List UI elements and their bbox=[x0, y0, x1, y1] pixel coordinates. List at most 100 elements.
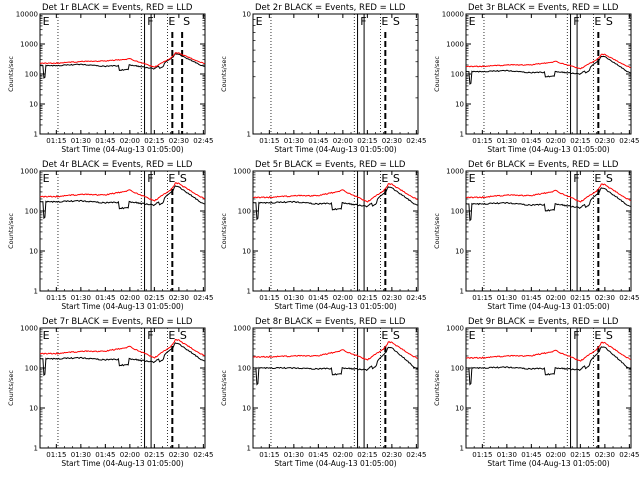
y-tick-label: 10 bbox=[242, 405, 251, 413]
x-tick-label: 02:15 bbox=[570, 137, 590, 145]
lld-series-line bbox=[252, 341, 418, 361]
x-tick-label: 01:45 bbox=[95, 451, 115, 459]
flag-annotation: E bbox=[469, 15, 476, 28]
flag-annotation: F bbox=[147, 329, 153, 342]
x-tick-label: 01:45 bbox=[308, 294, 328, 302]
panel-title: Det 6r BLACK = Events, RED = LLD bbox=[468, 160, 619, 170]
x-tick-label: 01:45 bbox=[308, 451, 328, 459]
lld-series-line bbox=[252, 183, 418, 203]
x-tick-label: 02:45 bbox=[193, 137, 213, 145]
y-tick-label: 100 bbox=[25, 365, 38, 373]
x-axis-label: Start Time (04-Aug-13 01:05:00) bbox=[61, 302, 183, 311]
x-tick-label: 02:45 bbox=[619, 137, 639, 145]
x-tick-label: 01:15 bbox=[259, 294, 279, 302]
y-axis-label: Counts/sec bbox=[7, 370, 15, 406]
y-tick-label: 10000 bbox=[442, 11, 464, 19]
flag-annotation: E bbox=[168, 172, 175, 185]
flag-annotation: S bbox=[393, 15, 400, 28]
y-tick-label: 10 bbox=[455, 405, 464, 413]
y-tick-label: 100 bbox=[238, 365, 251, 373]
y-tick-label: 100 bbox=[451, 365, 464, 373]
x-tick-label: 01:15 bbox=[46, 137, 66, 145]
panel-title: Det 4r BLACK = Events, RED = LLD bbox=[42, 160, 193, 170]
panel-title: Det 3r BLACK = Events, RED = LLD bbox=[468, 3, 619, 13]
y-tick-label: 1000 bbox=[446, 168, 464, 176]
events-series-line bbox=[39, 53, 205, 79]
detector-panel: Det 4r BLACK = Events, RED = LLD 1 10 100 10… bbox=[7, 160, 213, 311]
x-tick-label: 02:15 bbox=[570, 451, 590, 459]
y-tick-label: 10 bbox=[242, 11, 251, 19]
x-tick-label: 01:30 bbox=[497, 294, 517, 302]
y-tick-label: 1000 bbox=[446, 325, 464, 333]
detector-panel: Det 5r BLACK = Events, RED = LLD 1 10 100 10… bbox=[220, 160, 426, 311]
y-tick-label: 10000 bbox=[16, 11, 38, 19]
x-tick-label: 01:30 bbox=[284, 451, 304, 459]
detector-panel: Det 7r BLACK = Events, RED = LLD 1 10 100 10… bbox=[7, 317, 213, 468]
y-tick-label: 1000 bbox=[20, 325, 38, 333]
flag-annotation: S bbox=[180, 172, 187, 185]
y-axis-label: Counts/sec bbox=[220, 56, 228, 92]
y-tick-label: 1 bbox=[460, 131, 464, 139]
x-tick-label: 02:15 bbox=[357, 451, 377, 459]
flag-annotation: E bbox=[594, 172, 601, 185]
flag-annotation: E bbox=[168, 329, 175, 342]
x-tick-label: 02:45 bbox=[619, 451, 639, 459]
y-axis-label: Counts/sec bbox=[220, 213, 228, 249]
flag-annotation: E bbox=[43, 15, 50, 28]
flag-annotation: E bbox=[168, 15, 175, 28]
y-axis-label: Counts/sec bbox=[220, 370, 228, 406]
y-tick-label: 1000 bbox=[446, 41, 464, 49]
plot-frame bbox=[252, 13, 419, 135]
y-tick-label: 1000 bbox=[20, 168, 38, 176]
x-tick-label: 02:00 bbox=[333, 451, 353, 459]
x-tick-label: 02:30 bbox=[382, 294, 402, 302]
y-tick-label: 1 bbox=[460, 288, 464, 296]
x-tick-label: 02:30 bbox=[382, 137, 402, 145]
x-tick-label: 01:45 bbox=[308, 137, 328, 145]
lld-series-line bbox=[39, 182, 205, 202]
x-tick-label: 02:15 bbox=[357, 137, 377, 145]
x-axis-label: Start Time (04-Aug-13 01:05:00) bbox=[487, 145, 609, 154]
events-series-line bbox=[39, 185, 205, 220]
x-tick-label: 02:45 bbox=[193, 294, 213, 302]
x-axis-label: Start Time (04-Aug-13 01:05:00) bbox=[61, 459, 183, 468]
detector-panel: Det 8r BLACK = Events, RED = LLD 1 10 100 10… bbox=[220, 317, 426, 468]
x-tick-label: 02:45 bbox=[193, 451, 213, 459]
x-tick-label: 01:15 bbox=[472, 294, 492, 302]
x-tick-label: 02:00 bbox=[546, 137, 566, 145]
x-tick-label: 02:00 bbox=[120, 451, 140, 459]
x-axis-label: Start Time (04-Aug-13 01:05:00) bbox=[61, 145, 183, 154]
panel-title: Det 5r BLACK = Events, RED = LLD bbox=[255, 160, 406, 170]
flag-annotation: E bbox=[381, 15, 388, 28]
y-tick-label: 1 bbox=[34, 288, 38, 296]
x-tick-label: 01:30 bbox=[284, 137, 304, 145]
y-tick-label: 100 bbox=[25, 208, 38, 216]
y-tick-label: 10 bbox=[242, 248, 251, 256]
x-tick-label: 02:30 bbox=[169, 451, 189, 459]
panel-title: Det 8r BLACK = Events, RED = LLD bbox=[255, 317, 406, 327]
flag-annotation: S bbox=[606, 329, 613, 342]
y-tick-label: 100 bbox=[25, 71, 38, 79]
y-tick-label: 10 bbox=[29, 405, 38, 413]
y-tick-label: 100 bbox=[451, 71, 464, 79]
y-axis-label: Counts/sec bbox=[433, 213, 441, 249]
x-tick-label: 02:15 bbox=[144, 137, 164, 145]
x-tick-label: 02:45 bbox=[406, 451, 426, 459]
x-tick-label: 01:30 bbox=[71, 294, 91, 302]
y-axis-label: Counts/sec bbox=[7, 213, 15, 249]
x-tick-label: 02:30 bbox=[169, 137, 189, 145]
detector-panel: Det 6r BLACK = Events, RED = LLD 1 10 100 10… bbox=[433, 160, 639, 311]
events-series-line bbox=[39, 342, 205, 377]
plot-frame bbox=[465, 170, 632, 292]
flag-annotation: S bbox=[183, 15, 190, 28]
y-tick-label: 10 bbox=[29, 248, 38, 256]
x-tick-label: 02:00 bbox=[120, 137, 140, 145]
x-tick-label: 01:15 bbox=[46, 451, 66, 459]
panel-title: Det 1r BLACK = Events, RED = LLD bbox=[42, 3, 193, 13]
flag-annotation: E bbox=[381, 329, 388, 342]
x-tick-label: 01:30 bbox=[284, 294, 304, 302]
panel-title: Det 7r BLACK = Events, RED = LLD bbox=[42, 317, 193, 327]
x-tick-label: 02:45 bbox=[406, 294, 426, 302]
flag-annotation: S bbox=[393, 329, 400, 342]
x-axis-label: Start Time (04-Aug-13 01:05:00) bbox=[487, 302, 609, 311]
